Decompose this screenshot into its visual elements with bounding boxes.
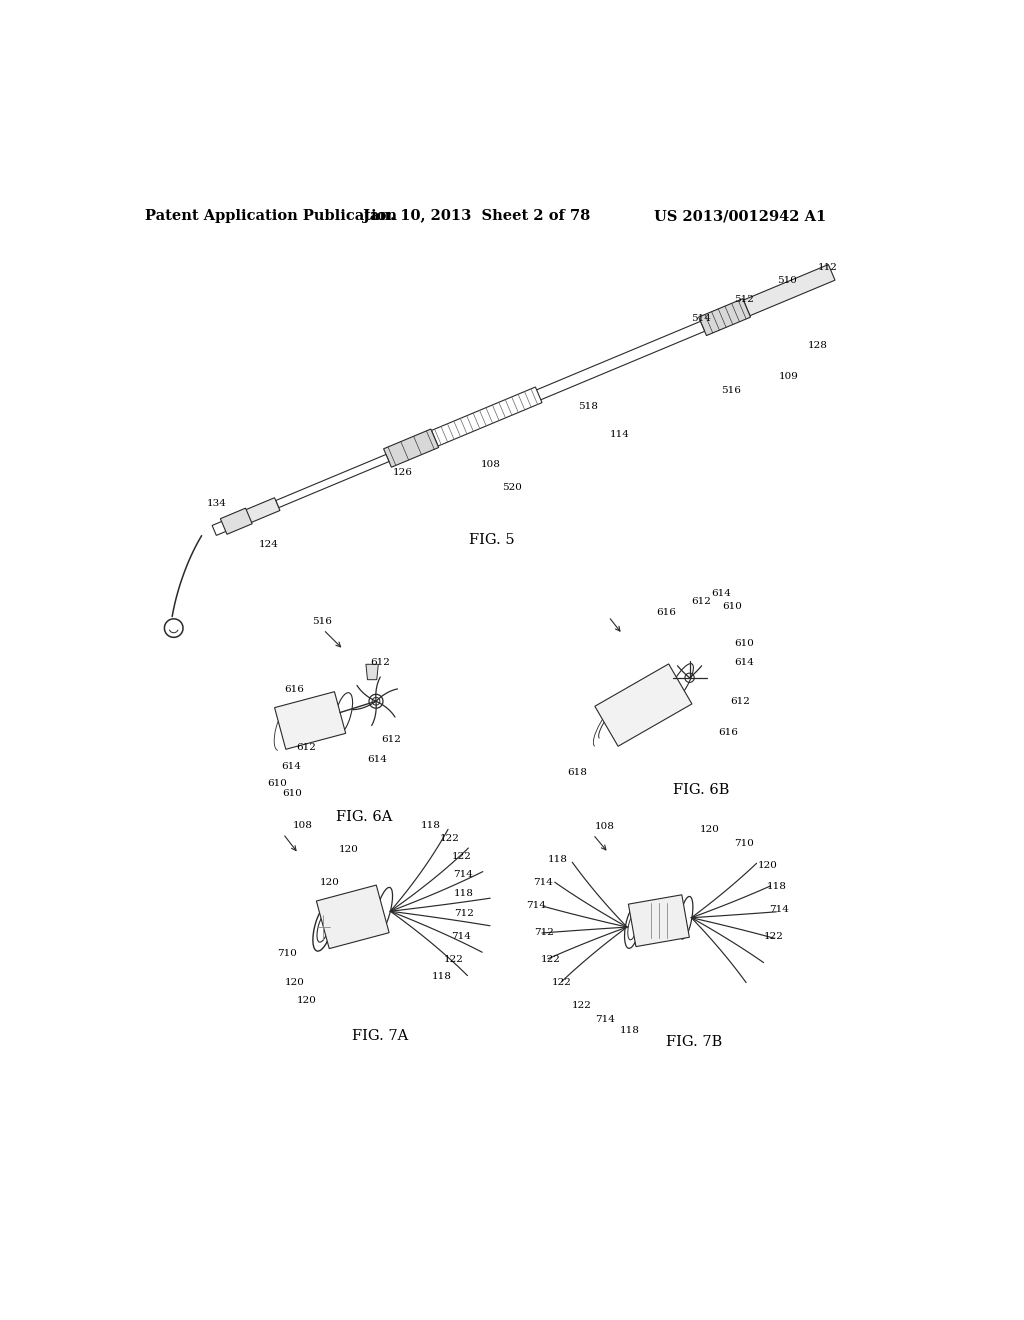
Text: 710: 710 [276,949,297,958]
Text: 610: 610 [283,789,302,799]
Text: 618: 618 [567,768,588,777]
Polygon shape [274,692,346,750]
Text: 122: 122 [452,853,471,861]
Text: 710: 710 [734,840,754,849]
Polygon shape [275,454,389,508]
Text: 520: 520 [503,483,522,492]
Text: 518: 518 [579,401,598,411]
Text: FIG. 6A: FIG. 6A [336,809,392,824]
Text: 118: 118 [620,1026,639,1035]
Text: 714: 714 [453,870,473,879]
Text: 714: 714 [595,1015,614,1024]
Text: 109: 109 [779,372,799,380]
Text: 610: 610 [734,639,754,648]
Polygon shape [470,321,705,428]
Text: 118: 118 [420,821,440,830]
Text: 512: 512 [734,294,754,304]
Text: 122: 122 [443,954,464,964]
Text: 712: 712 [535,928,554,937]
Text: FIG. 5: FIG. 5 [469,532,515,546]
Text: 120: 120 [699,825,719,834]
Text: 122: 122 [439,834,460,842]
Text: 714: 714 [532,878,553,887]
Text: 122: 122 [541,954,560,964]
Polygon shape [316,886,389,949]
Text: 516: 516 [721,387,741,396]
Text: 128: 128 [808,341,827,350]
Text: 714: 714 [452,932,471,941]
Text: 514: 514 [691,314,712,323]
Text: 612: 612 [730,697,751,706]
Text: 126: 126 [393,469,413,477]
Text: 614: 614 [711,589,731,598]
Text: 108: 108 [293,821,312,830]
Text: 108: 108 [480,459,501,469]
Text: 714: 714 [769,904,788,913]
Text: 614: 614 [368,755,387,763]
Text: 614: 614 [734,659,754,667]
Text: 120: 120 [285,978,304,987]
Polygon shape [698,298,751,335]
Text: Patent Application Publication: Patent Application Publication [145,209,397,223]
Text: 118: 118 [454,890,473,898]
Text: 114: 114 [610,429,630,438]
Text: 712: 712 [454,908,473,917]
Text: 612: 612 [370,659,390,667]
Polygon shape [629,895,689,946]
Text: Jan. 10, 2013  Sheet 2 of 78: Jan. 10, 2013 Sheet 2 of 78 [364,209,591,223]
Text: 118: 118 [767,882,786,891]
Polygon shape [233,498,280,528]
Text: 120: 120 [319,878,339,887]
Text: 616: 616 [719,727,738,737]
Polygon shape [384,429,438,467]
Text: FIG. 7B: FIG. 7B [666,1035,722,1049]
Text: 610: 610 [723,602,742,611]
Text: 122: 122 [764,932,783,941]
Text: 112: 112 [818,263,838,272]
Text: 714: 714 [526,900,547,909]
Text: 120: 120 [296,995,316,1005]
Text: 516: 516 [312,618,332,627]
Polygon shape [431,387,542,446]
Polygon shape [212,516,239,536]
Text: 124: 124 [259,540,279,549]
Text: 612: 612 [382,735,401,744]
Text: 614: 614 [281,762,301,771]
Polygon shape [220,508,252,535]
Text: 612: 612 [296,743,316,752]
Text: 120: 120 [758,861,777,870]
Text: 108: 108 [595,822,614,832]
Text: US 2013/0012942 A1: US 2013/0012942 A1 [654,209,826,223]
Text: 134: 134 [207,499,226,508]
Polygon shape [366,664,378,680]
Text: 616: 616 [285,685,304,694]
Text: FIG. 7A: FIG. 7A [352,1030,408,1043]
Text: 118: 118 [548,854,568,863]
Text: 118: 118 [432,973,452,981]
Text: 616: 616 [656,609,677,618]
Text: 120: 120 [339,845,358,854]
Text: 510: 510 [777,276,797,285]
Polygon shape [595,664,692,746]
Text: 610: 610 [267,779,287,788]
Polygon shape [743,264,835,315]
Text: FIG. 6B: FIG. 6B [674,783,730,797]
Text: 122: 122 [571,1001,591,1010]
Text: 612: 612 [691,597,712,606]
Text: 122: 122 [552,978,572,987]
